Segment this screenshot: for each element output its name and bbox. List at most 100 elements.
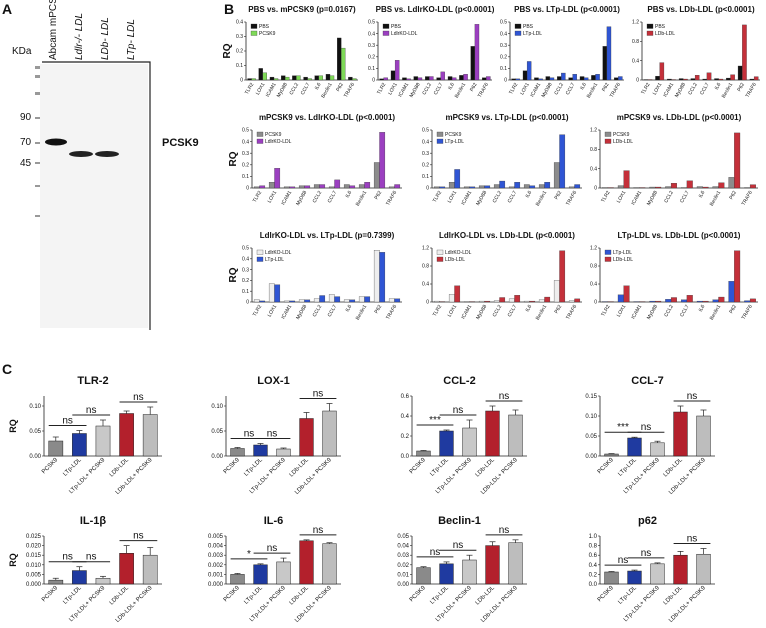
y-tick-label: 0.004 [208, 544, 224, 550]
bar [478, 300, 485, 303]
bar [718, 296, 725, 303]
chart-title: LdlrKO-LDL vs. LDb-LDL (p<0.0001) [439, 231, 575, 240]
bar [655, 300, 662, 303]
lane-label: Abcam mPCSK9 [48, 0, 59, 60]
bar [459, 75, 464, 81]
bar [706, 72, 712, 81]
legend-label: PBS [391, 24, 402, 30]
y-tick-label: 0.00 [29, 454, 41, 460]
legend-label: LDb-LDL [445, 257, 465, 263]
bar [744, 300, 751, 303]
bar [328, 186, 335, 189]
bar [283, 186, 290, 189]
bar [448, 182, 455, 189]
y-tick-label: 0.001 [208, 572, 224, 578]
x-tick-label: Beclin1 [586, 82, 600, 99]
x-tick-label: CCL2 [663, 304, 675, 318]
bar [702, 78, 708, 81]
bar [649, 186, 656, 189]
x-tick-label: IL6 [714, 82, 723, 91]
bar [574, 184, 581, 189]
y-tick-label: 0.4 [632, 58, 639, 64]
x-tick-label: Beclin1 [535, 190, 549, 207]
bar [334, 296, 341, 303]
x-tick-label: IL6 [447, 82, 456, 91]
y-tick-label: 1.2 [590, 246, 597, 252]
x-tick-label: TRAF6 [741, 304, 754, 321]
x-tick-label: TLR2 [600, 190, 611, 204]
bar [649, 300, 656, 303]
x-tick-label: CCL7 [679, 304, 691, 318]
bar [484, 300, 491, 303]
y-tick-label: 0.8 [589, 544, 598, 550]
significance-label: *** [617, 422, 629, 433]
x-tick-label: TRAF6 [741, 190, 754, 207]
significance-label: ns [313, 525, 324, 536]
y-tick-label: 0.03 [397, 553, 409, 559]
bar [508, 542, 523, 585]
bar [572, 74, 577, 81]
x-tick-label: Beclin1 [320, 82, 334, 99]
y-tick-label: 0.05 [29, 429, 41, 435]
bar [322, 410, 337, 457]
legend-swatch [436, 138, 444, 144]
bar [728, 177, 735, 189]
y-tick-label: 1.0 [589, 534, 598, 540]
bar [379, 78, 384, 81]
bar [394, 298, 401, 303]
bar [696, 300, 703, 303]
y-tick-label: 0.01 [397, 572, 409, 578]
bar [379, 252, 386, 303]
bar [462, 427, 477, 457]
bar [72, 433, 87, 457]
x-tick-label: LOX1 [519, 82, 531, 96]
bar [696, 553, 711, 585]
bar [319, 295, 326, 303]
bar [447, 76, 453, 81]
bar [269, 76, 275, 81]
significance-label: ns [499, 525, 510, 536]
x-tick-label: PCSK9 [41, 585, 60, 604]
y-tick-label: 0.05 [397, 534, 409, 540]
bar [268, 182, 275, 189]
x-tick-label: TRAF6 [565, 190, 578, 207]
bar [289, 186, 296, 189]
significance-label: ns [133, 531, 144, 542]
legend-label: PBS [655, 24, 666, 30]
bar [72, 570, 87, 585]
bar [433, 300, 440, 303]
x-tick-label: P62 [728, 190, 738, 201]
x-tick-label: LOX1 [447, 190, 459, 204]
x-tick-label: CCL2 [687, 82, 699, 96]
bar [328, 294, 335, 303]
bar [307, 78, 312, 81]
x-tick-label: Beclin1 [454, 82, 468, 99]
y-tick-label: 0.4 [589, 563, 598, 569]
x-tick-label: CCL7 [565, 82, 577, 96]
bar [712, 186, 719, 189]
bar [614, 77, 619, 81]
x-tick-label: P62 [554, 190, 564, 201]
y-tick-label: 0.2 [236, 49, 243, 55]
bar [281, 75, 286, 81]
bar [670, 297, 677, 303]
y-tick-label: 0.00 [211, 454, 223, 460]
y-tick-label: 0.020 [26, 544, 42, 550]
chart-title: IL-1β [80, 515, 107, 527]
legend-label: PBS [523, 24, 534, 30]
y-tick-label: 0.002 [208, 563, 224, 569]
legend-swatch [256, 138, 264, 144]
y-tick-label: 0.4 [242, 139, 249, 145]
x-tick-label: MyD88 [475, 190, 488, 207]
y-tick-label: 0.4 [590, 282, 597, 288]
panel-label: A [2, 1, 12, 17]
x-tick-label: LTp-LDL [429, 585, 450, 606]
bar [665, 299, 672, 303]
bar [433, 186, 440, 189]
bar [413, 76, 419, 81]
bar [529, 185, 536, 189]
legend-label: LdlrKO-LDL [265, 139, 292, 145]
bar [285, 76, 290, 81]
significance-label: ns [453, 540, 464, 551]
bar [561, 72, 566, 81]
